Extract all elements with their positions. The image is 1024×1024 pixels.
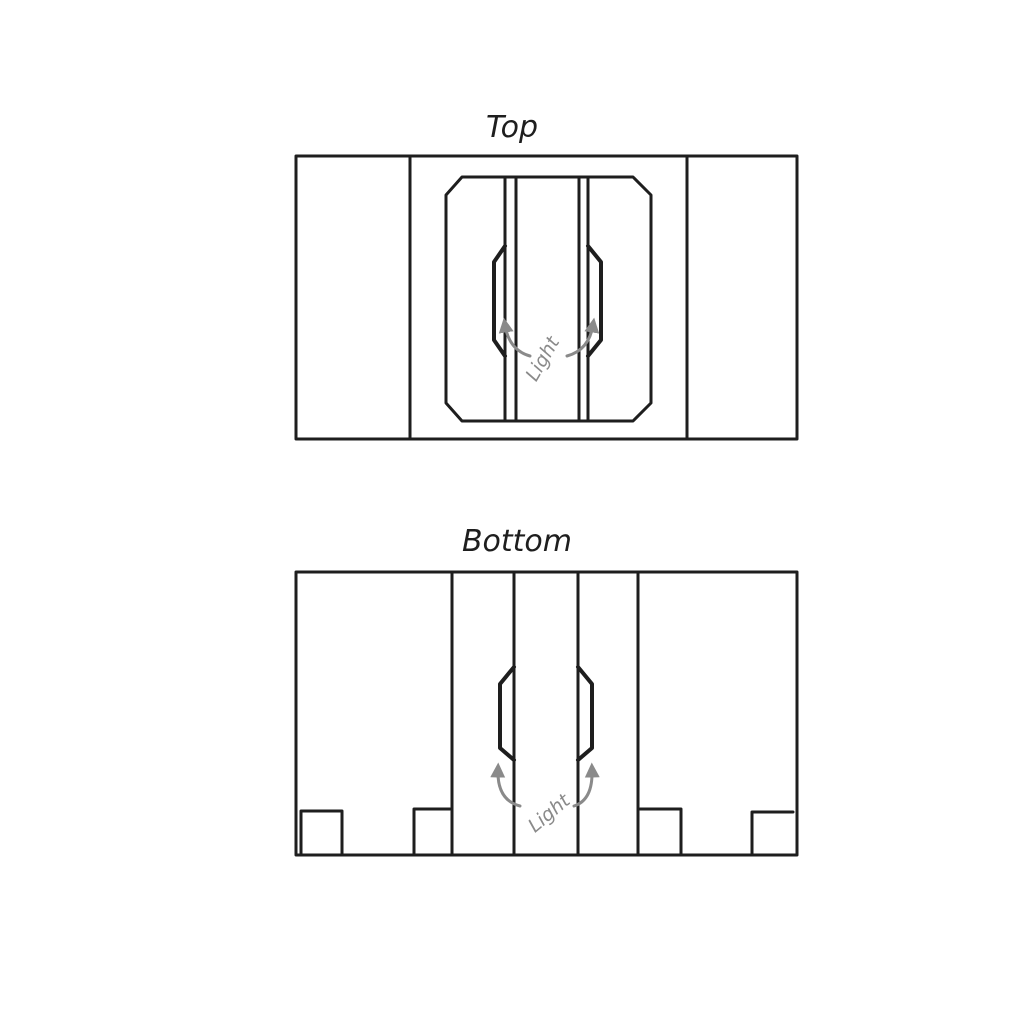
bottom-light-label: Light [524, 789, 576, 837]
top-left-bulge [492, 244, 507, 358]
top-cradle-outline [444, 175, 653, 423]
bottom-view: Bottom Light [294, 524, 799, 857]
bottom-foot-2 [412, 807, 452, 857]
bottom-right-bulge [576, 665, 594, 762]
bottom-left-bulge [498, 665, 516, 762]
top-left-light-arrow [498, 317, 532, 358]
top-view: Top Light [294, 110, 799, 441]
bottom-right-light-arrow [572, 762, 600, 808]
top-right-light-arrow [565, 317, 600, 358]
bottom-foot-3 [638, 807, 683, 857]
bottom-foot-1 [299, 809, 344, 857]
top-light-label: Light [521, 332, 565, 385]
bottom-outer-frame [294, 570, 799, 857]
bottom-left-light-arrow [490, 762, 522, 808]
bottom-foot-4 [750, 810, 795, 857]
top-right-bulge [586, 244, 603, 358]
top-view-title: Top [486, 110, 538, 145]
top-outer-frame [294, 154, 799, 441]
bottom-view-title: Bottom [462, 524, 572, 559]
